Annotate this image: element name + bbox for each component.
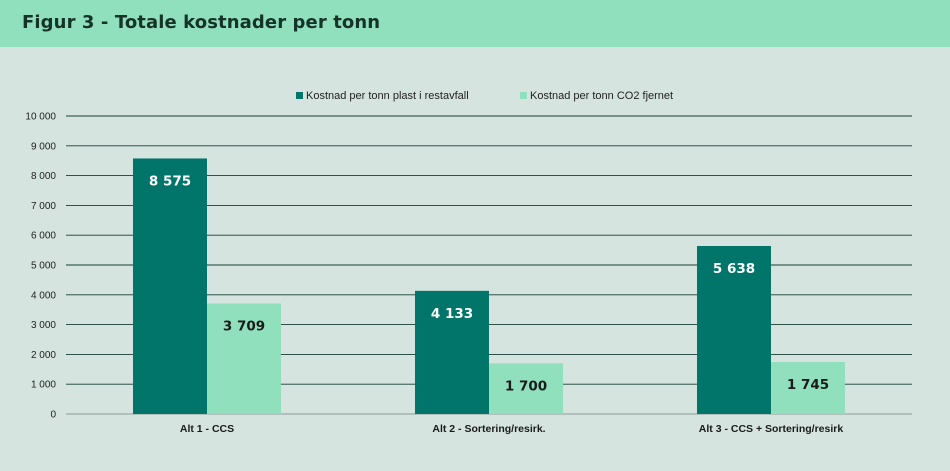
figure-header: Figur 3 - Totale kostnader per tonn — [0, 0, 950, 47]
x-category-label: Alt 2 - Sortering/resirk. — [432, 423, 545, 435]
bar — [697, 245, 771, 414]
x-category-label: Alt 1 - CCS — [180, 423, 234, 435]
legend-label: Kostnad per tonn plast i restavfall — [306, 90, 469, 102]
figure-title: Figur 3 - Totale kostnader per tonn — [22, 12, 381, 33]
x-axis: Alt 1 - CCS Alt 2 - Sortering/resirk. Alt … — [180, 423, 843, 435]
y-tick-label: 6 000 — [31, 231, 56, 242]
legend-swatch — [296, 92, 303, 99]
y-tick-label: 0 — [50, 410, 56, 421]
chart-container: Kostnad per tonn plast i restavfall Kostn… — [0, 47, 950, 466]
data-label: 8 575 — [149, 173, 191, 189]
y-tick-label: 5 000 — [31, 261, 56, 272]
y-tick-label: 7 000 — [31, 201, 56, 212]
chart-legend: Kostnad per tonn plast i restavfall Kostn… — [296, 90, 673, 102]
data-label: 4 133 — [431, 306, 473, 322]
data-label: 1 745 — [787, 377, 829, 393]
legend-swatch — [520, 92, 527, 99]
chart-bars: 8 575 3 709 4 133 1 700 5 638 1 745 — [133, 158, 845, 414]
y-tick-label: 8 000 — [31, 171, 56, 182]
bar — [771, 361, 845, 414]
x-category-label: Alt 3 - CCS + Sortering/resirk — [699, 423, 844, 435]
y-tick-label: 9 000 — [31, 141, 56, 152]
y-tick-label: 10 000 — [25, 112, 56, 123]
y-tick-label: 1 000 — [31, 380, 56, 391]
data-label: 1 700 — [505, 378, 547, 394]
bar — [489, 363, 563, 414]
y-axis: 0 1 000 2 000 3 000 4 000 5 000 6 000 7 000 8 00… — [25, 112, 56, 421]
data-label: 3 709 — [223, 318, 265, 334]
bar-chart: Kostnad per tonn plast i restavfall Kostn… — [25, 90, 912, 435]
bar — [133, 158, 207, 414]
data-label: 5 638 — [713, 261, 755, 277]
bar — [207, 303, 281, 414]
bar — [415, 290, 489, 414]
y-tick-label: 4 000 — [31, 290, 56, 301]
y-tick-label: 2 000 — [31, 350, 56, 361]
legend-label: Kostnad per tonn CO2 fjernet — [530, 90, 673, 102]
y-tick-label: 3 000 — [31, 320, 56, 331]
